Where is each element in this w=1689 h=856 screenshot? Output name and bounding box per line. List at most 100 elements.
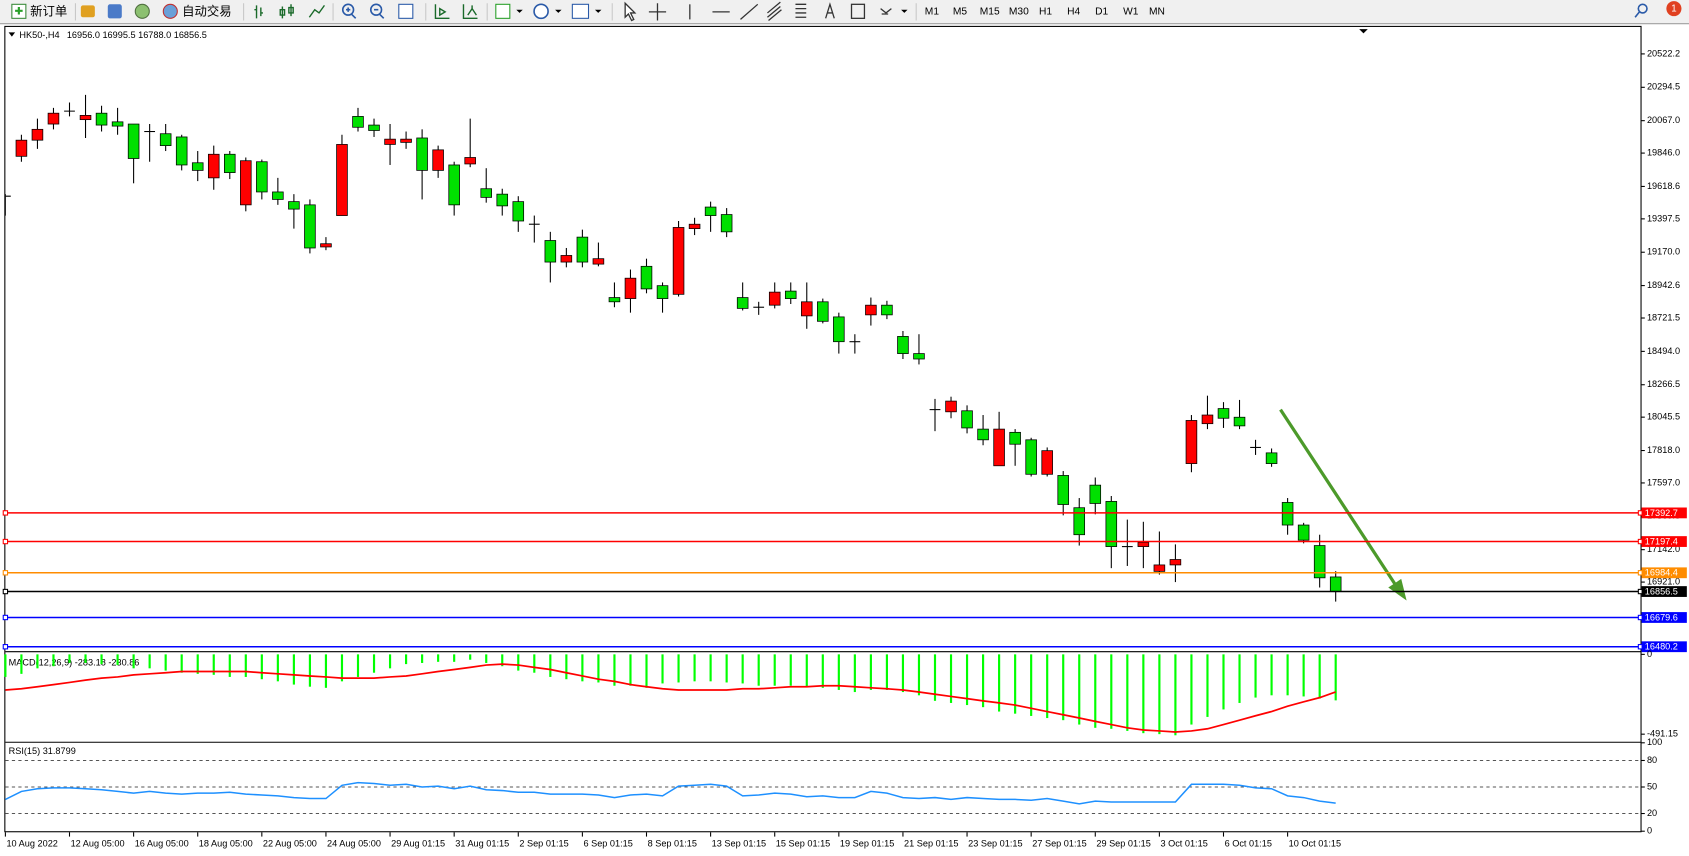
level-handle[interactable] [2, 538, 9, 545]
zoom-buttons[interactable] [341, 3, 385, 19]
macd-bar [1094, 654, 1097, 728]
auto-trading-button[interactable]: 自动交易 [162, 3, 232, 19]
candle-body [1313, 545, 1326, 579]
candle-body [1281, 502, 1294, 526]
macd-bar [789, 654, 792, 686]
period-button[interactable]: W1 [1123, 7, 1139, 18]
x-tick-label: 27 Sep 01:15 [1032, 839, 1086, 849]
x-tick-label: 29 Aug 01:15 [391, 839, 445, 849]
candle-body [384, 138, 396, 145]
level-handle[interactable] [2, 510, 9, 516]
period-button[interactable]: M1 [925, 7, 940, 18]
macd-bar [933, 654, 937, 701]
icon [162, 3, 178, 19]
macd-bar [613, 654, 616, 686]
macd-bar [437, 654, 440, 662]
macd-bar [196, 654, 199, 674]
period-button[interactable]: M30 [1009, 7, 1029, 18]
drawing-tools[interactable] [624, 1, 892, 22]
y-tick-label: 19618.6 [1647, 181, 1680, 191]
level-handle[interactable] [2, 614, 9, 621]
y-tick-label: 100 [1647, 737, 1662, 747]
candle-body [416, 137, 428, 171]
x-tick-label: 3 Oct 01:15 [1160, 839, 1207, 849]
candle-body [336, 144, 348, 216]
rsi-title: RSI(15) 31.8799 [9, 746, 76, 756]
period-button[interactable]: M15 [980, 7, 1000, 18]
periods-button[interactable] [533, 3, 549, 20]
candle-body [784, 290, 797, 299]
macd-bar [549, 654, 552, 677]
macd-bar [260, 654, 263, 680]
x-tick-label: 29 Sep 01:15 [1096, 839, 1150, 849]
macd-bar [68, 654, 71, 663]
candle-body [400, 138, 412, 143]
macd-bar [453, 654, 456, 662]
candle-body [1025, 439, 1037, 475]
candle-body [576, 236, 589, 263]
candle-body [1137, 541, 1150, 547]
candle-body [1265, 452, 1278, 464]
icon-button[interactable] [134, 3, 150, 19]
x-tick-label: 16 Aug 05:00 [135, 839, 189, 849]
x-tick-label: 12 Aug 05:00 [71, 839, 125, 849]
y-tick-label: 16921.0 [1647, 577, 1680, 587]
level-label-box [1641, 567, 1687, 579]
macd-bar [885, 654, 888, 690]
candle-body [1153, 564, 1166, 572]
macd-title: MACD(12,26,9) -283.18 -230.86 [9, 657, 140, 667]
chart-type-buttons[interactable] [254, 4, 326, 19]
candle-body [512, 201, 525, 222]
period-button[interactable]: M5 [953, 7, 968, 18]
macd-bar [645, 654, 648, 688]
candle-body [1073, 507, 1086, 536]
candle-body [560, 255, 573, 263]
macd-bar [1014, 654, 1017, 714]
notification-badge[interactable] [1666, 1, 1682, 17]
period-button[interactable]: H4 [1067, 7, 1080, 18]
search-button[interactable] [1634, 3, 1648, 18]
new-order-button[interactable]: 新订单 [11, 3, 67, 19]
macd-bar [805, 654, 808, 687]
y-tick-label: 17818.0 [1647, 445, 1680, 455]
macd-bar [485, 654, 488, 663]
macd-bar [1174, 654, 1177, 736]
templates-button[interactable] [571, 3, 590, 19]
macd-bar [901, 654, 905, 693]
icon-button[interactable] [80, 5, 95, 18]
candle-body [464, 157, 476, 165]
period-button[interactable]: MN [1149, 7, 1165, 18]
macd-bar [212, 654, 215, 675]
macd-bar [1302, 654, 1305, 697]
period-button[interactable]: H1 [1039, 7, 1052, 18]
y-tick-label: 17597.0 [1647, 477, 1680, 487]
candle-body [240, 160, 252, 206]
macd-bar [356, 654, 360, 677]
macd-bar [998, 654, 1001, 712]
candle-body [15, 139, 28, 157]
scroll-buttons[interactable] [434, 4, 478, 20]
level-handle[interactable] [2, 644, 9, 650]
y-tick-label: 20294.5 [1647, 82, 1680, 92]
dropdown-arrow [901, 9, 908, 13]
y-tick-label: 18721.5 [1647, 312, 1680, 322]
trend-arrow [1279, 408, 1407, 601]
chart-menu-arrow [8, 32, 16, 37]
period-button[interactable]: D1 [1095, 7, 1108, 18]
tile-button[interactable] [398, 3, 414, 19]
level-handle[interactable] [2, 588, 9, 595]
y-tick-label: -491.15 [1647, 729, 1678, 739]
macd-bar [965, 654, 969, 706]
macd-bar [1270, 654, 1273, 696]
signal-line [5, 663, 1336, 733]
new-order-label: 新订单 [30, 3, 67, 18]
indicators-button[interactable] [495, 3, 511, 19]
candle-body [79, 115, 92, 121]
x-tick-label: 15 Sep 01:15 [776, 839, 830, 849]
icon-button[interactable] [107, 4, 122, 19]
candle-body [432, 149, 444, 171]
macd-bar [773, 654, 776, 686]
level-handle[interactable] [2, 570, 9, 576]
y-tick-label: 0 [1647, 649, 1652, 659]
